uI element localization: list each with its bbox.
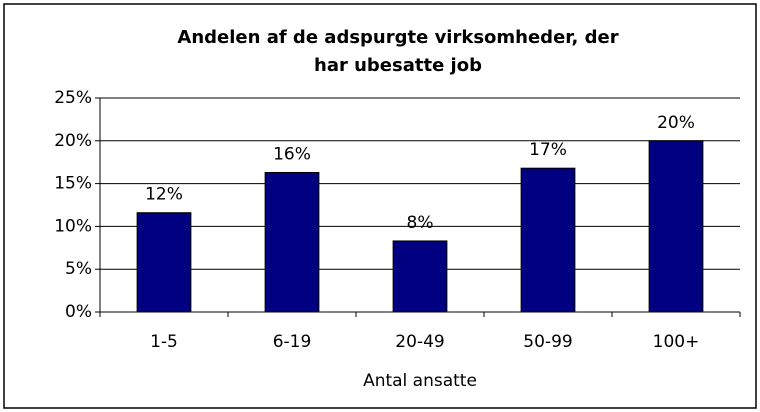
bar bbox=[520, 167, 576, 313]
x-tick-label: 50-99 bbox=[523, 332, 572, 352]
chart-title: har ubesatte job bbox=[314, 55, 482, 76]
y-tick-label: 15% bbox=[54, 174, 92, 194]
y-tick-label: 20% bbox=[54, 131, 92, 151]
y-tick-label: 0% bbox=[65, 302, 92, 322]
chart-title: Andelen af de adspurgte virksomheder, de… bbox=[177, 27, 618, 48]
x-tick-label: 20-49 bbox=[395, 332, 444, 352]
x-tick-label: 1-5 bbox=[150, 332, 178, 352]
y-tick-label: 5% bbox=[65, 259, 92, 279]
chart-frame bbox=[3, 3, 757, 409]
data-label: 20% bbox=[657, 113, 695, 133]
data-label: 8% bbox=[407, 213, 434, 233]
data-label: 12% bbox=[145, 185, 183, 205]
data-label: 16% bbox=[273, 144, 311, 164]
x-tick-label: 6-19 bbox=[273, 332, 312, 352]
y-tick-label: 10% bbox=[54, 216, 92, 236]
bar bbox=[648, 140, 704, 313]
bar bbox=[264, 171, 320, 313]
x-axis-title: Antal ansatte bbox=[363, 371, 477, 391]
data-label: 17% bbox=[529, 140, 567, 160]
bar bbox=[136, 212, 192, 313]
x-tick-label: 100+ bbox=[653, 332, 700, 352]
bar bbox=[392, 240, 448, 313]
y-tick-label: 25% bbox=[54, 88, 92, 108]
